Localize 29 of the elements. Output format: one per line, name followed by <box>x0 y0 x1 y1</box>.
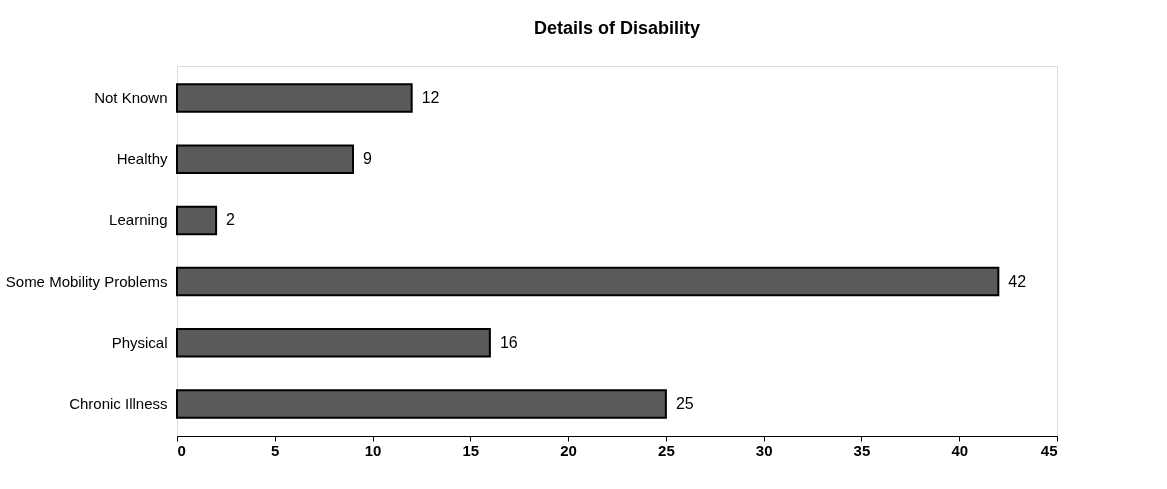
bar <box>176 205 218 236</box>
x-tick-label: 20 <box>560 441 577 459</box>
y-tick-label: Some Mobility Problems <box>5 272 168 290</box>
y-tick-label: Physical <box>111 333 168 351</box>
bar <box>176 266 1000 297</box>
bar <box>176 327 491 358</box>
x-tick-label: 35 <box>853 441 871 459</box>
y-tick-label: Learning <box>109 211 168 229</box>
y-tick-label: Chronic Illness <box>69 394 168 412</box>
y-tick-label: Healthy <box>116 150 168 168</box>
x-tick-label: 40 <box>951 441 969 459</box>
x-tick-label: 25 <box>658 441 675 459</box>
y-tick-label: Not Known <box>94 89 168 107</box>
x-tick-label: 10 <box>364 441 382 459</box>
data-label: 25 <box>675 394 694 412</box>
bar <box>176 389 667 419</box>
x-tick-label: 15 <box>462 441 480 459</box>
x-tick-label: 30 <box>755 441 773 459</box>
data-label: 2 <box>226 211 236 229</box>
x-tick-label: 45 <box>1040 441 1058 459</box>
data-label: 42 <box>1008 272 1027 290</box>
chart-title: Details of Disability <box>533 18 701 38</box>
bar <box>176 144 354 175</box>
bar <box>176 83 413 113</box>
x-tick-label: 5 <box>271 441 280 459</box>
x-tick-label: 0 <box>177 441 186 459</box>
data-label: 9 <box>363 150 372 168</box>
data-label: 16 <box>499 333 518 351</box>
data-label: 12 <box>421 89 440 107</box>
